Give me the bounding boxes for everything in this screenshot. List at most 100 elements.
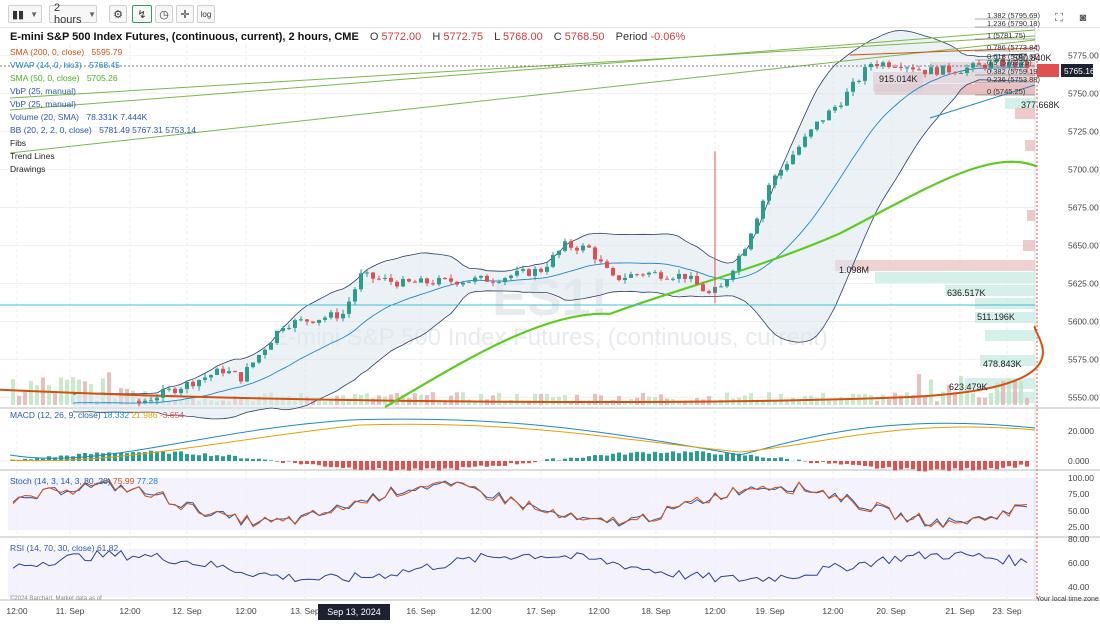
macd-histogram-bar (587, 456, 591, 461)
legend-item[interactable]: Volume (20, SMA) 78.331K 7.444K (10, 111, 196, 124)
current-price-value: 5765.16 (1064, 66, 1095, 76)
macd-histogram-bar (203, 453, 207, 461)
candle-body (311, 322, 315, 323)
macd-histogram-bar (251, 459, 255, 461)
candle-body (383, 278, 387, 279)
macd-histogram-bar (575, 458, 579, 461)
legend-item[interactable]: Trend Lines (10, 150, 196, 163)
time-axis-label: 13. Sep (290, 606, 320, 616)
candle-body (617, 275, 621, 280)
candle-body (689, 276, 693, 279)
candle-body (485, 276, 489, 282)
macd-histogram-bar (1001, 461, 1005, 468)
macd-histogram-bar (185, 454, 189, 461)
volume-bar (779, 394, 783, 405)
candle-body (209, 375, 213, 377)
macd-histogram-bar (239, 458, 243, 461)
macd-histogram-bar (809, 461, 813, 463)
macd-histogram-bar (707, 453, 711, 461)
time-axis-label: 12:00 (235, 606, 257, 616)
macd-histogram-bar (503, 461, 507, 466)
macd-histogram-bar (899, 461, 903, 469)
macd-histogram-bar (671, 451, 675, 461)
macd-histogram-bar (257, 459, 261, 461)
candle-body (215, 369, 219, 375)
macd-histogram-bar (959, 461, 963, 470)
rsi-axis-label: 80.00 (1068, 534, 1090, 544)
macd-histogram-bar (137, 452, 141, 461)
candle-body (437, 278, 441, 284)
candle-body (737, 256, 741, 271)
candle-body (161, 389, 165, 398)
volume-bar (29, 381, 33, 405)
macd-histogram-bar (701, 451, 705, 461)
candle-body (137, 401, 141, 403)
legend-item[interactable]: Drawings (10, 163, 196, 176)
macd-histogram-bar (869, 461, 873, 467)
volume-bar (593, 394, 597, 405)
macd-histogram-bar (929, 461, 933, 470)
rsi-axis-label: 40.00 (1068, 582, 1090, 592)
macd-histogram-bar (851, 461, 855, 465)
volume-bar (479, 394, 483, 405)
legend-item[interactable]: SMA (50, 0, close) 5705.26 (10, 72, 196, 85)
macd-histogram-bar (341, 461, 345, 468)
candle-body (575, 248, 579, 251)
legend-item-name: Volume (20, SMA) (10, 112, 79, 122)
macd-histogram-bar (293, 461, 297, 463)
candle-body (503, 278, 507, 282)
volume-profile-label: 623.479K (946, 381, 991, 394)
macd-histogram-bar (653, 452, 657, 461)
macd-histogram-bar (431, 461, 435, 468)
macd-histogram-bar (515, 461, 519, 464)
candle-body (539, 269, 543, 272)
volume-bar (47, 385, 51, 405)
candle-body (413, 282, 417, 283)
macd-histogram-bar (155, 451, 159, 461)
time-axis-label: 19. Sep (755, 606, 785, 616)
legend-item[interactable]: SMA (200, 0, close) 5595.79 (10, 46, 196, 59)
candle-body (299, 319, 303, 320)
legend-item[interactable]: BB (20, 2, 2, 0, close) 5781.49 5767.31 … (10, 124, 196, 137)
legend-item-value: 5705.26 (84, 73, 117, 83)
volume-bar (599, 395, 603, 405)
candle-body (149, 400, 153, 401)
volume-bar (929, 379, 933, 405)
volume-bar (659, 394, 663, 405)
legend-item[interactable]: VWAP (14, 0, hlc3) 5768.45 (10, 59, 196, 72)
macd-histogram-bar (419, 461, 423, 470)
candle-body (341, 314, 345, 319)
volume-bar (887, 399, 891, 405)
cursor-time-tag: Sep 13, 2024 10:00 (318, 604, 390, 620)
macd-histogram-bar (131, 452, 135, 461)
time-axis-label: 12:00 (588, 606, 610, 616)
macd-histogram-bar (389, 461, 393, 471)
time-axis-label: 12:00 (470, 606, 492, 616)
macd-histogram-bar (497, 461, 501, 466)
volume-bar (935, 401, 939, 405)
macd-histogram-bar (665, 453, 669, 461)
legend-item[interactable]: Fibs (10, 137, 196, 150)
candle-body (875, 64, 879, 66)
candle-body (971, 63, 975, 68)
candle-body (515, 271, 519, 276)
legend-item[interactable]: VbP (25, manual) (10, 85, 196, 98)
candle-body (917, 69, 921, 70)
candle-body (251, 363, 255, 368)
legend-item-value: 5595.79 (89, 47, 122, 57)
candle-body (839, 106, 843, 107)
volume-bar (791, 398, 795, 405)
price-axis-label: 5625.00 (1068, 278, 1099, 288)
macd-histogram-bar (407, 461, 411, 471)
candle-body (173, 389, 177, 393)
candle-body (929, 67, 933, 74)
macd-histogram-bar (371, 461, 375, 470)
candle-body (449, 278, 453, 281)
candle-body (647, 273, 651, 275)
macd-histogram-bar (569, 458, 573, 461)
macd-histogram-bar (905, 461, 909, 468)
legend-item[interactable]: VbP (25, manual) (10, 98, 196, 111)
candle-body (857, 81, 861, 82)
volume-bar (749, 393, 753, 405)
